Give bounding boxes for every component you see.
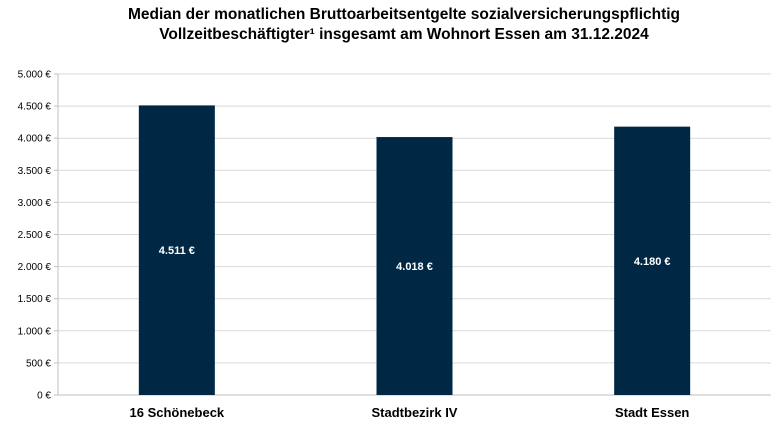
bar [614,126,691,396]
y-tick-label: 4.500 € [18,102,52,113]
chart-title: Median der monatlichen Bruttoarbeitsentg… [0,5,771,45]
data-label: 4.511 € [159,245,195,257]
y-tick-label: 2.500 € [18,230,52,241]
y-tick-label: 2.000 € [18,262,52,273]
y-tick-label: 500 € [26,358,51,369]
x-category-label: Stadt Essen [615,405,689,420]
data-label: 4.180 € [634,256,671,268]
chart-title-line-1: Median der monatlichen Bruttoarbeitsentg… [127,6,681,23]
data-label: 4.018 € [396,261,433,273]
y-tick-label: 0 € [37,391,51,402]
chart-title-line-2: Vollzeitbeschäftigter¹ insgesamt am Wohn… [159,26,649,43]
x-category-label: Stadtbezirk IV [372,405,458,420]
bar [376,137,453,395]
y-tick-label: 4.000 € [18,134,52,145]
y-tick-label: 1.500 € [18,294,52,305]
y-tick-label: 3.500 € [18,166,52,177]
bar [138,105,215,395]
y-tick-label: 1.000 € [18,326,52,337]
x-category-label: 16 Schönebeck [130,405,225,420]
y-tick-label: 3.000 € [18,198,52,209]
y-tick-label: 5.000 € [18,70,52,81]
